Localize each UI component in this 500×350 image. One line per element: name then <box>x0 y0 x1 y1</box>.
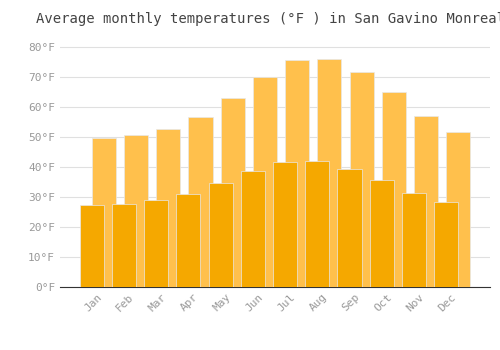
Title: Average monthly temperatures (°F ) in San Gavino Monreale: Average monthly temperatures (°F ) in Sa… <box>36 12 500 26</box>
Bar <box>240 171 265 287</box>
Bar <box>92 138 116 287</box>
Bar <box>338 169 361 287</box>
Bar <box>382 92 406 287</box>
Bar <box>434 202 458 287</box>
Bar <box>112 203 136 287</box>
Bar <box>446 132 470 287</box>
Bar <box>350 72 374 287</box>
Bar <box>208 183 233 287</box>
Bar <box>80 205 104 287</box>
Bar <box>370 180 394 287</box>
Bar <box>176 194 201 287</box>
Bar <box>188 117 212 287</box>
Bar <box>402 193 426 287</box>
Bar <box>285 60 310 287</box>
Bar <box>318 58 342 287</box>
Bar <box>273 162 297 287</box>
Bar <box>305 161 330 287</box>
Bar <box>414 116 438 287</box>
Bar <box>144 200 168 287</box>
Bar <box>156 129 180 287</box>
Bar <box>124 135 148 287</box>
Bar <box>220 98 245 287</box>
Bar <box>253 77 277 287</box>
